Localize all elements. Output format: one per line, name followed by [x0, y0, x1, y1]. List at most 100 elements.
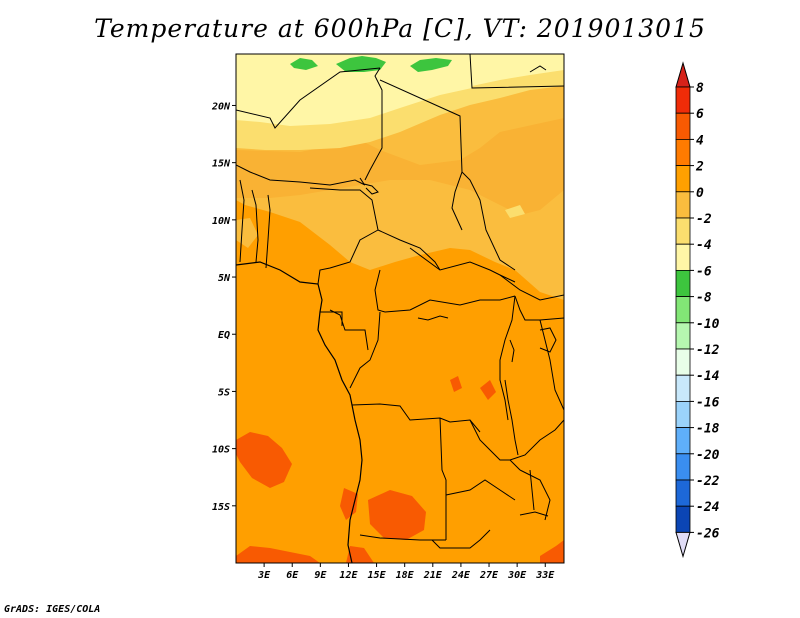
colorbar-band-7 [675, 269, 691, 297]
border-nigeria-north [309, 187, 379, 231]
border-gabon-congo [329, 309, 369, 351]
colorbar-band-13 [675, 427, 691, 455]
border-drc-east [499, 295, 516, 421]
colorbar-label-13: -18 [696, 422, 720, 437]
lat-label-3: 5N [218, 273, 231, 284]
lon-label-4: 15E [368, 570, 387, 581]
lake-kivu [509, 339, 515, 363]
border-angola-namibia [359, 534, 446, 541]
colorbar-band-15 [675, 479, 691, 507]
border-eq-guinea [320, 311, 343, 326]
border-burkina-niger [236, 164, 366, 186]
field-patch-green-2 [336, 56, 386, 72]
border-nigeria-cameroon [317, 229, 379, 285]
lon-label-8: 27E [479, 570, 499, 581]
colorbar: 8 6 4 2 0 -2 -4 -6 -8 -10 -12 -14 -16 -18 -20 -22 -24 -26 [675, 61, 720, 559]
colorbar-band-16 [675, 505, 691, 533]
field-patch-warm-s-1 [368, 490, 426, 540]
border-ghana [239, 179, 245, 263]
colorbar-label-2: 4 [696, 133, 704, 148]
plot-title: Temperature at 600hPa [C], VT: 201901301… [94, 14, 706, 43]
colorbar-band-6 [675, 243, 691, 271]
border-sudan-southsudan [499, 274, 564, 301]
colorbar-band-0 [675, 86, 691, 114]
coast-bottom-right [519, 511, 549, 517]
lake-tanganyika [504, 379, 519, 456]
colorbar-top-arrow [675, 61, 691, 88]
latitude-axis: 20N 15N 10N 5N EQ 5S 10S 15S [211, 101, 236, 513]
lat-label-1: 15N [212, 159, 231, 170]
lat-label-2: 10N [212, 216, 231, 227]
lake-malawi [529, 469, 535, 511]
coastline [236, 261, 363, 563]
lon-label-9: 30E [507, 570, 527, 581]
border-mali-mauritania [236, 67, 381, 129]
lon-label-2: 9E [314, 570, 327, 581]
field-patch-sahel-pale [505, 205, 525, 218]
field-patch-warm-bottom-3 [540, 540, 564, 563]
border-algeria-niger [364, 67, 383, 181]
colorbar-label-6: -4 [696, 238, 712, 253]
colorbar-band-14 [675, 453, 691, 481]
field-patch-green-3 [410, 58, 452, 72]
border-east-africa [539, 319, 564, 411]
border-zambia-zimbabwe [445, 479, 516, 501]
field-patch-warm-bottom-1 [236, 546, 320, 563]
lon-label-3: 12E [339, 570, 358, 581]
colorbar-label-14: -20 [696, 448, 720, 463]
lon-label-7: 24E [451, 570, 471, 581]
colorbar-band-2 [675, 138, 691, 166]
border-car-drc [384, 295, 516, 313]
map-frame [235, 53, 565, 564]
lat-label-0: 20N [211, 101, 231, 112]
field-band-north-warm [236, 118, 564, 215]
colorbar-band-9 [675, 322, 691, 350]
field-patch-warm-s-2 [340, 488, 358, 520]
lat-label-4: EQ [218, 330, 230, 341]
border-car-north [409, 247, 516, 283]
border-cameroon-car [374, 269, 386, 313]
colorbar-band-8 [675, 296, 691, 324]
lake-victoria [539, 327, 557, 353]
lat-label-6: 10S [212, 445, 230, 456]
field-band-minus4to-2 [236, 54, 472, 126]
lat-label-7: 15S [212, 502, 230, 513]
colorbar-label-5: -2 [696, 212, 712, 227]
colorbar-band-10 [675, 348, 691, 376]
border-southsudan-uganda [514, 295, 564, 321]
colorbar-label-11: -14 [696, 369, 720, 384]
border-drc-zambia [469, 419, 521, 471]
colorbar-label-8: -8 [696, 291, 712, 306]
colorbar-band-3 [675, 165, 691, 193]
temperature-field [236, 54, 564, 563]
field-patch-warm-east [450, 376, 462, 392]
border-namibia-botswana [431, 529, 491, 549]
border-tanzania [509, 419, 564, 461]
lon-label-6: 21E [423, 570, 443, 581]
colorbar-label-15: -22 [696, 474, 720, 489]
lake-chad [359, 177, 379, 195]
colorbar-label-16: -24 [696, 500, 720, 515]
footer-credit: GrADS: IGES/COLA [4, 604, 101, 615]
longitude-axis: 3E 6E 9E 12E 15E 18E 21E 24E 27E 30E 33E [257, 563, 555, 581]
colorbar-label-1: 6 [696, 107, 704, 122]
colorbar-label-17: -26 [696, 526, 720, 541]
field-patch-warm-w-coast [236, 432, 292, 488]
field-patch-warm-bottom-2 [346, 546, 374, 563]
colorbar-label-4: 0 [696, 186, 704, 201]
colorbar-label-9: -10 [696, 317, 720, 332]
border-libya-chad [469, 54, 564, 89]
lon-label-10: 33E [535, 570, 555, 581]
country-borders [236, 54, 564, 563]
colorbar-label-10: -12 [696, 343, 720, 358]
field-patch-green-1 [290, 58, 318, 70]
border-cameroon-chad [377, 229, 441, 271]
colorbar-label-3: 2 [695, 160, 704, 175]
colorbar-band-5 [675, 217, 691, 245]
lon-label-0: 3E [257, 570, 271, 581]
border-benin-togo [251, 189, 259, 263]
border-chad-sudan [461, 171, 516, 271]
colorbar-band-12 [675, 400, 691, 428]
colorbar-label-7: -6 [696, 264, 712, 279]
